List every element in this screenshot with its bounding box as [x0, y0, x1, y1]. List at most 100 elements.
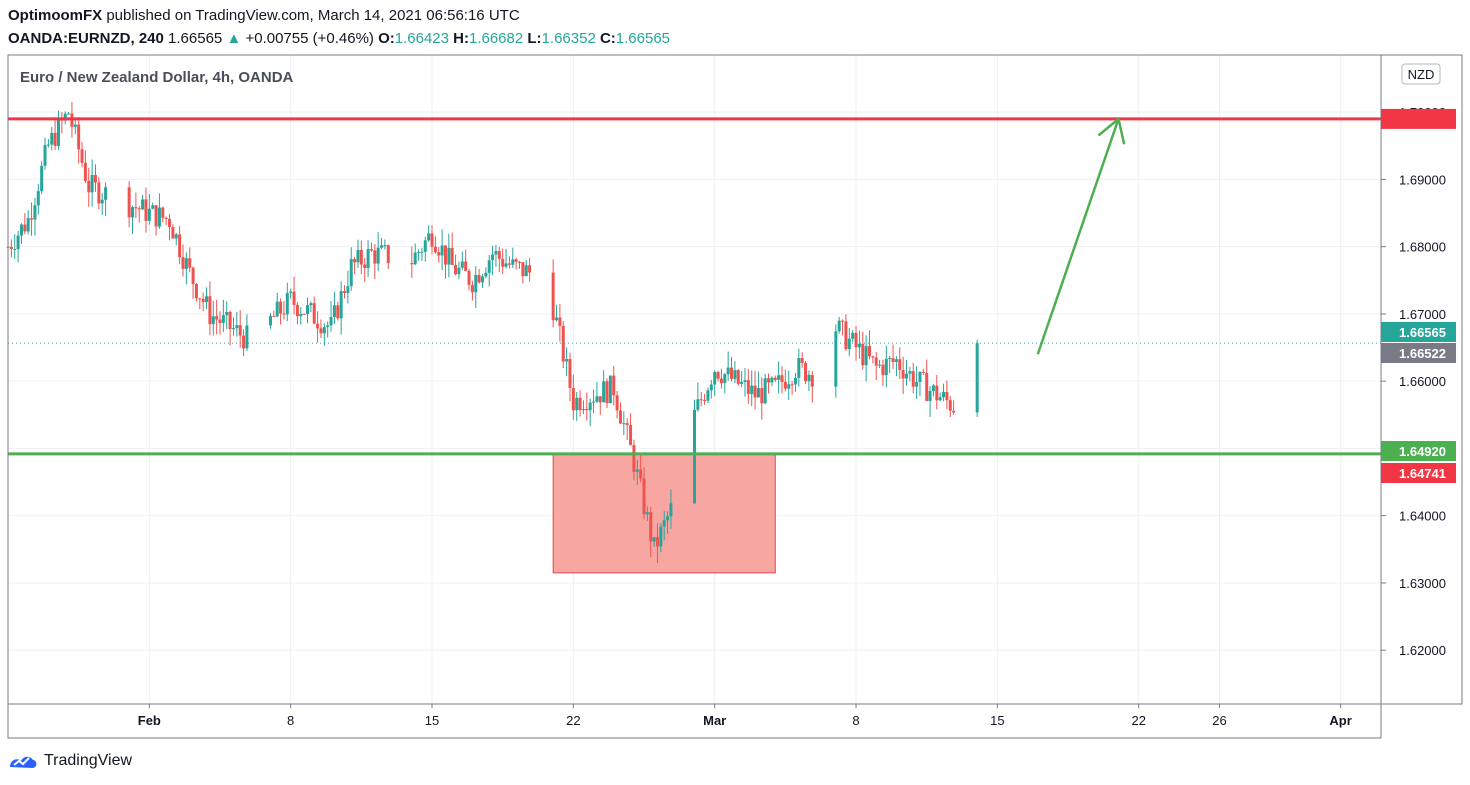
candle-body: [608, 375, 612, 404]
candle-body: [709, 384, 713, 391]
candle-body: [629, 425, 633, 446]
chart-title: Euro / New Zealand Dollar, 4h, OANDA: [20, 69, 294, 86]
candle-body: [474, 274, 478, 293]
candle-body: [905, 373, 909, 379]
candle-body: [87, 180, 91, 193]
author-name[interactable]: OptimoomFX: [8, 7, 103, 24]
candle-body: [740, 381, 744, 384]
candle-body: [268, 315, 272, 326]
candle-body: [511, 259, 515, 265]
candle-body: [615, 395, 619, 411]
candle-body: [746, 380, 750, 395]
candle-body: [659, 526, 663, 547]
candle-body: [221, 315, 225, 323]
candle-body: [19, 224, 23, 236]
candle-body: [585, 409, 589, 411]
time-tick-label: 15: [990, 713, 1004, 728]
close-value: 1.66565: [615, 30, 671, 47]
candle-body: [272, 315, 276, 317]
candle-body: [322, 327, 326, 334]
candle-body: [719, 378, 723, 384]
candle-body: [359, 249, 363, 265]
candle-body: [810, 374, 814, 387]
candle-body: [181, 257, 185, 269]
price-axis-frame: [1380, 54, 1463, 705]
price-label-text: 1.66565: [1399, 325, 1446, 340]
candle-body: [413, 252, 417, 265]
candle-body: [521, 262, 525, 277]
candle-body: [53, 132, 57, 146]
candle-body: [952, 410, 956, 413]
candle-body: [319, 328, 323, 334]
candle-body: [632, 445, 636, 472]
candle-body: [915, 381, 919, 387]
candle-body: [443, 245, 447, 265]
candle-body: [420, 251, 424, 253]
candle-body: [178, 234, 182, 258]
candle-body: [100, 199, 104, 204]
candle-body: [528, 265, 532, 273]
candle-body: [837, 320, 841, 332]
price-labels: 1.66565 1.66522 1.64920 1.64741: [1381, 108, 1456, 483]
candle-body: [931, 385, 935, 391]
candle-body: [245, 325, 249, 349]
candle-body: [40, 165, 44, 192]
candle-body: [228, 311, 232, 329]
candle-body: [279, 301, 283, 314]
time-axis-frame: [7, 703, 1382, 739]
candle-body: [723, 374, 727, 384]
footer-brand[interactable]: TradingView: [8, 752, 132, 770]
candle-body: [373, 250, 377, 264]
candle-body: [773, 377, 777, 380]
price-tick-label: 1.69000: [1399, 172, 1446, 187]
price-label-text: 1.64741: [1399, 466, 1446, 481]
candle-body: [417, 252, 421, 254]
candle-body: [639, 469, 643, 479]
projection-arrow[interactable]: [1036, 118, 1120, 355]
candle-body: [470, 284, 474, 293]
candle-body: [33, 205, 37, 220]
candle-body: [925, 372, 929, 401]
currency-badge-text: NZD: [1408, 67, 1435, 82]
price-axis[interactable]: 1.620001.630001.640001.650001.660001.670…: [1381, 105, 1446, 658]
publish-info: published on TradingView.com, March 14, …: [106, 7, 520, 24]
candle-body: [568, 359, 572, 388]
candle-body: [595, 396, 599, 402]
time-axis[interactable]: Feb 8 15 22 Mar 8 15 22 26 Apr: [138, 704, 1352, 728]
candle-body: [507, 263, 511, 265]
candle-body: [935, 385, 939, 401]
high-label: H:: [453, 30, 469, 47]
candle-body: [363, 264, 367, 269]
candle-body: [46, 144, 50, 146]
candle-body: [854, 332, 858, 348]
currency-badge: NZD: [1401, 63, 1441, 85]
candle-body: [652, 537, 656, 542]
candle-body: [83, 162, 87, 181]
low-label: L:: [527, 30, 542, 47]
candle-body: [306, 305, 310, 315]
candle-body: [383, 245, 387, 247]
price-tick-label: 1.67000: [1399, 307, 1446, 322]
plot-background: [8, 55, 1381, 704]
candle-body: [807, 374, 811, 382]
candle-body: [349, 259, 353, 287]
candle-body: [440, 245, 444, 256]
candle-body: [750, 385, 754, 395]
candle-body: [649, 512, 653, 542]
candle-body: [767, 378, 771, 383]
candle-body: [804, 362, 808, 382]
candle-body: [194, 284, 198, 299]
candle-body: [756, 387, 760, 398]
candle-body: [238, 325, 242, 336]
candle-body: [366, 249, 370, 269]
candle-body: [131, 207, 135, 218]
candle-body: [669, 503, 673, 517]
time-tick-label: 8: [852, 713, 859, 728]
candle-body: [26, 218, 30, 232]
candle-body: [645, 512, 649, 515]
candle-body: [332, 305, 336, 317]
price-tick-label: 1.64000: [1399, 509, 1446, 524]
time-tick-label: 22: [566, 713, 580, 728]
candle-body: [454, 264, 458, 275]
